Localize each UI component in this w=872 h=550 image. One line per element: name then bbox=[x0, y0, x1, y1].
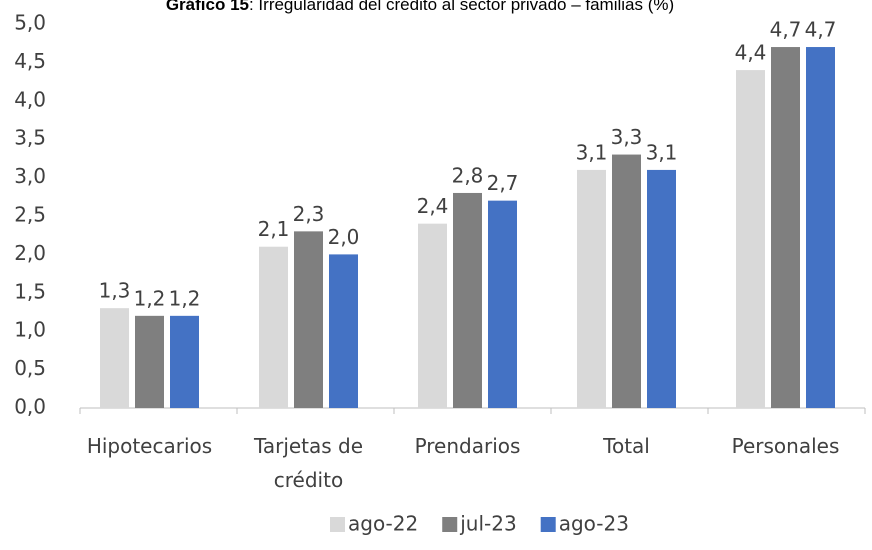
bar bbox=[806, 47, 835, 408]
bar bbox=[100, 308, 129, 408]
data-label: 1,2 bbox=[169, 286, 201, 310]
x-tick-label: Personales bbox=[731, 434, 840, 458]
data-label: 2,4 bbox=[417, 194, 449, 218]
x-tick-label: Prendarios bbox=[414, 434, 521, 458]
bar bbox=[259, 246, 288, 408]
y-tick-label: 3,5 bbox=[14, 126, 46, 150]
y-tick-label: 3,0 bbox=[14, 164, 46, 188]
x-tick-label: Hipotecarios bbox=[86, 434, 213, 458]
title-bold: Gráfico 15 bbox=[166, 0, 249, 14]
bar bbox=[612, 154, 641, 408]
data-label: 2,8 bbox=[452, 163, 484, 187]
data-label: 2,7 bbox=[487, 171, 519, 195]
data-label: 4,7 bbox=[770, 18, 802, 42]
legend-swatch bbox=[540, 517, 556, 532]
bar bbox=[736, 70, 765, 408]
data-label: 3,3 bbox=[611, 125, 643, 149]
data-label: 1,2 bbox=[134, 286, 166, 310]
data-label: 2,1 bbox=[258, 217, 290, 241]
legend-label: ago-22 bbox=[348, 512, 418, 536]
bar bbox=[577, 169, 606, 408]
bar bbox=[453, 192, 482, 408]
legend-label: jul-23 bbox=[459, 512, 516, 536]
bar bbox=[294, 231, 323, 408]
data-label: 4,4 bbox=[735, 41, 767, 65]
y-tick-label: 2,5 bbox=[14, 203, 46, 227]
data-label: 3,1 bbox=[576, 140, 608, 164]
legend-label: ago-23 bbox=[559, 512, 629, 536]
data-label: 3,1 bbox=[646, 140, 678, 164]
y-tick-label: 1,0 bbox=[14, 318, 46, 342]
legend-swatch bbox=[330, 517, 345, 532]
x-tick-label: Tarjetas de crédito bbox=[253, 434, 364, 492]
data-label: 2,0 bbox=[328, 225, 360, 249]
y-tick-label: 4,5 bbox=[14, 49, 46, 73]
bar bbox=[170, 315, 199, 408]
bar bbox=[647, 169, 676, 408]
chart-title: Gráfico 15: Irregularidad del crédito al… bbox=[166, 0, 674, 14]
y-tick-label: 0,0 bbox=[14, 395, 46, 419]
x-tick-label: Total bbox=[603, 434, 650, 458]
data-label: 4,7 bbox=[805, 18, 837, 42]
y-tick-label: 5,0 bbox=[14, 11, 46, 35]
bar bbox=[771, 47, 800, 408]
bar bbox=[418, 223, 447, 408]
bar bbox=[488, 200, 517, 408]
y-tick-label: 4,0 bbox=[14, 87, 46, 111]
y-tick-label: 0,5 bbox=[14, 356, 46, 380]
y-tick-label: 1,5 bbox=[14, 279, 46, 303]
y-tick-label: 2,0 bbox=[14, 241, 46, 265]
title-rest: : Irregularidad del crédito al sector pr… bbox=[249, 0, 674, 14]
legend-swatch bbox=[442, 517, 458, 532]
bar bbox=[329, 254, 358, 408]
data-label: 1,3 bbox=[99, 279, 131, 303]
bar bbox=[135, 315, 164, 408]
data-label: 2,3 bbox=[293, 202, 325, 226]
